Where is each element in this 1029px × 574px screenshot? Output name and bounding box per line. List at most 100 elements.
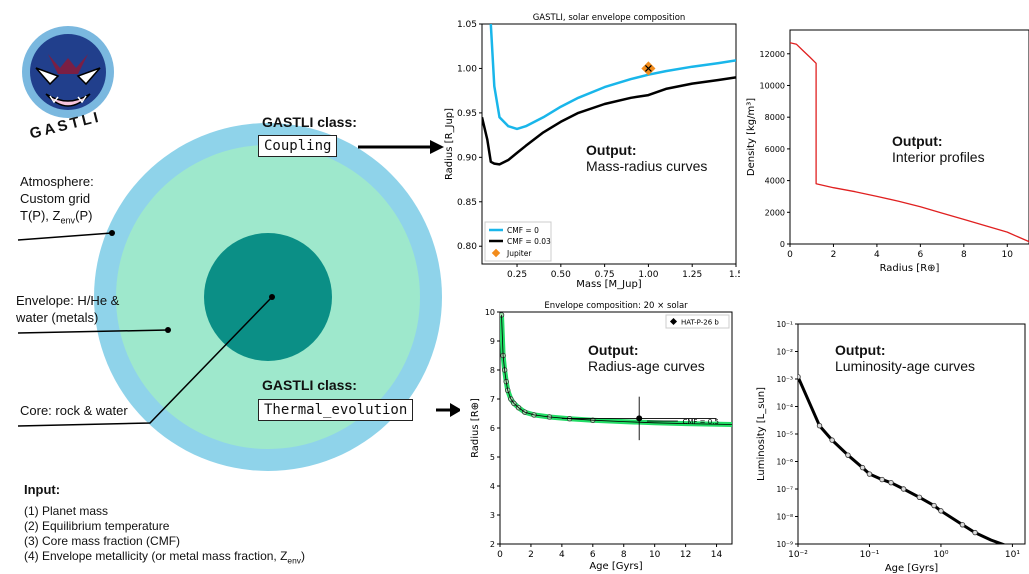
thermal-class-box: Thermal_evolution [258,399,414,421]
logo: GASTLI [10,12,120,152]
series-line-0 [798,376,1007,544]
x-axis-label: Radius [R⊕] [880,263,940,274]
cmf-label: CMF = 0.5 [683,418,719,426]
y-tick-label: 0 [780,240,785,249]
series-line-1 [482,76,736,166]
x-tick-label: 12 [680,550,691,560]
y-tick-label: 4000 [765,177,785,186]
series-marker [879,476,885,483]
y-tick-label: 10⁻⁵ [776,430,793,439]
series-line-0 [790,42,1029,243]
legend-swatch [669,317,678,326]
y-tick-label: 2000 [765,208,785,217]
y-tick-label: 10⁻¹ [776,320,793,329]
x-tick-label: 0.25 [507,270,527,280]
input-item: (3) Core mass fraction (CMF) [24,534,181,548]
core-leader [17,296,273,427]
envelope-leader [17,329,169,334]
series-line-0 [489,24,736,131]
x-tick-label: 6 [917,250,923,260]
density-profile-chart: 0 2 4 6 8 10 0 2000 4000 6000 8000 10000 12000 Radius… [746,29,1029,274]
y-tick-label: 0.90 [457,153,477,163]
jupiter-marker-x [644,65,652,72]
x-tick-label: 1.5 [729,270,740,280]
x-tick-label: 0.75 [595,270,615,280]
y-tick-label: 2 [490,540,495,549]
y-tick-label: 1.00 [457,64,477,74]
gastli-logo-icon [22,26,114,118]
y-tick-label: 8 [490,366,495,375]
x-tick-label: 0 [497,550,503,560]
output-radius-age: Output: Radius-age curves [588,342,705,374]
x-tick-label: 2 [528,550,534,560]
series-marker [938,508,944,514]
y-axis-label: Density [kg/m³] [746,98,757,176]
x-tick-label: 1.00 [638,270,658,280]
x-tick-label: 4 [874,250,880,260]
y-tick-label: 12000 [760,50,785,59]
core-label: Core: rock & water [20,403,128,418]
y-axis-label: Radius [R⊕] [470,398,481,458]
y-tick-label: 9 [490,337,495,346]
series-marker [859,464,866,471]
y-tick-label: 0.85 [457,198,477,208]
planet-point [636,415,643,422]
series-marker [888,479,894,486]
atmosphere-leader [17,232,113,241]
coupling-class-box: Coupling [258,135,338,157]
x-tick-label: 8 [621,550,627,560]
core-layer [204,233,332,361]
x-tick-label: 4 [559,550,565,560]
output-luminosity-age: Output: Luminosity-age curves [835,342,976,374]
inputs-title: Input: [24,482,61,497]
x-tick-label: 2 [831,250,837,260]
series-marker [816,423,823,429]
y-axis-label: Radius [R_Jup] [444,108,455,180]
x-axis-label: Mass [M_Jup] [576,279,642,290]
legend-label: Jupiter [506,249,532,258]
input-item: (2) Equilibrium temperature [24,519,170,533]
series-outline [501,314,733,425]
input-item: (1) Planet mass [24,504,109,518]
x-tick-label: 10 [1002,250,1014,260]
mass-radius-chart: GASTLI, solar envelope composition 0.25 0.… [444,13,740,290]
y-tick-label: 10⁻³ [776,375,793,384]
y-tick-label: 10⁻⁴ [776,403,793,412]
x-tick-label: 14 [711,550,723,560]
plot-frame [789,29,1029,245]
legend-label: CMF = 0.03 [507,237,551,246]
y-tick-label: 1.05 [457,20,477,30]
series-marker [931,502,937,509]
chart-title: GASTLI, solar envelope composition [533,13,686,23]
planet-diagram [17,123,460,471]
y-tick-label: 4 [490,482,495,491]
y-tick-label: 10⁻⁸ [776,513,793,522]
series-marker [959,522,966,528]
y-tick-label: 10⁻² [776,348,793,357]
series-marker [829,437,835,443]
y-tick-label: 6000 [765,145,785,154]
legend-label: CMF = 0 [507,226,539,235]
y-tick-label: 5 [490,453,495,462]
x-axis-label: Age [Gyrs] [885,563,938,574]
legend-label: HAT-P-26 b [681,319,719,327]
series-marker [900,486,907,492]
inputs-block: Input: (1) Planet mass (2) Equilibrium t… [24,482,305,568]
y-tick-label: 10⁻⁶ [776,458,793,467]
x-tick-label: 10¹ [1005,550,1020,560]
x-tick-label: 10 [649,550,661,560]
x-axis-label: Age [Gyrs] [589,561,642,572]
x-tick-label: 0.50 [551,270,571,280]
series-marker [972,529,978,536]
y-tick-label: 10⁻⁷ [776,485,793,494]
x-tick-label: 10⁻¹ [860,550,880,560]
series-marker [798,374,801,380]
y-tick-label: 0.95 [457,109,477,119]
x-tick-label: 1.25 [682,270,702,280]
chart-title: Envelope composition: 20 × solar [544,301,688,311]
output-interior: Output: Interior profiles [892,133,985,165]
y-tick-label: 7 [490,395,495,404]
series-marker [866,471,873,477]
y-tick-label: 6 [490,424,495,433]
